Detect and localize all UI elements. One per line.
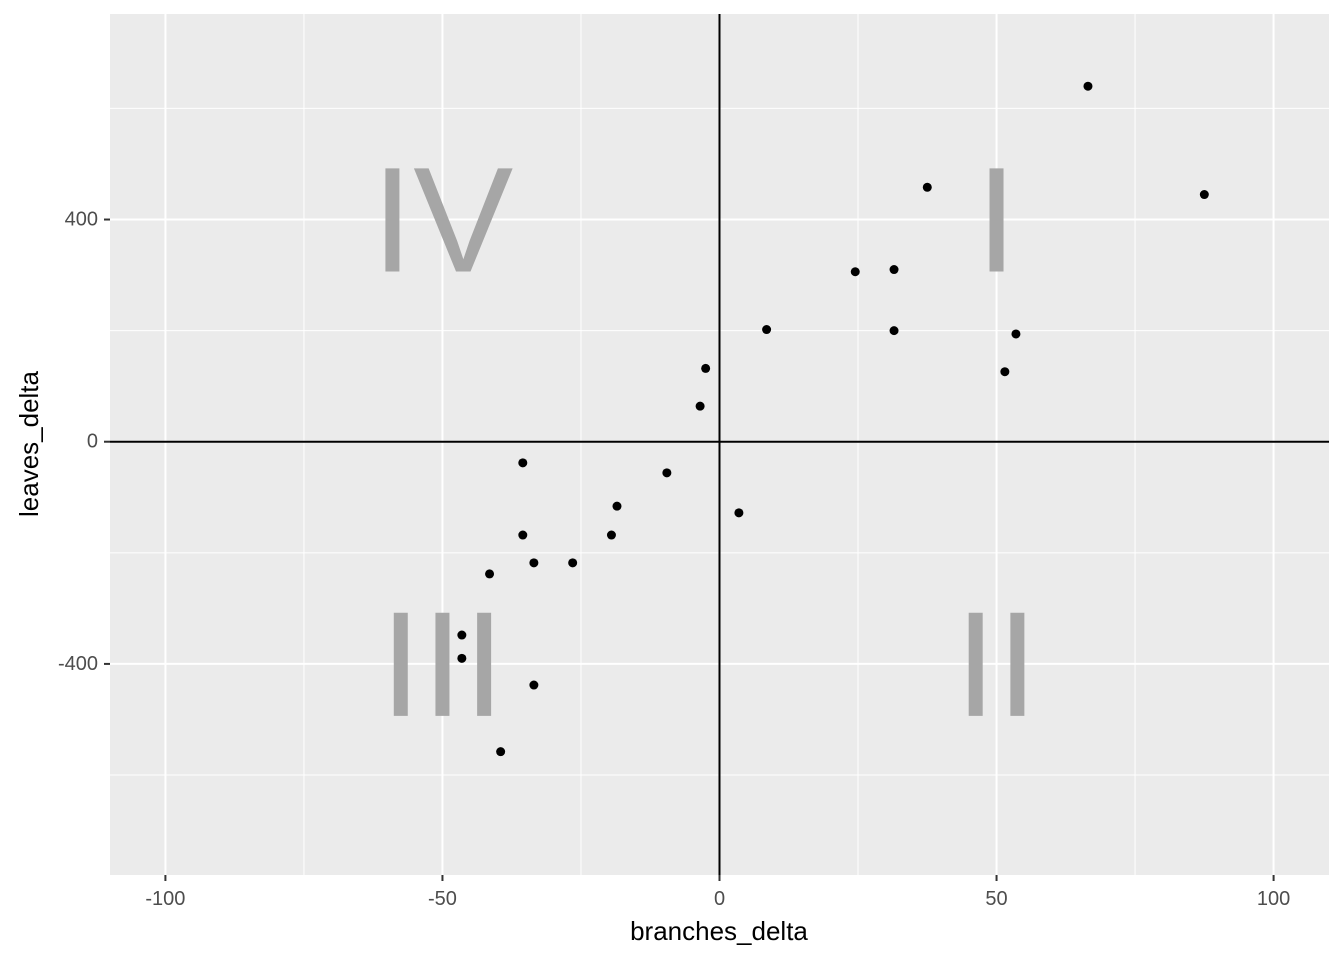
- data-point: [1083, 81, 1093, 91]
- x-tick-label: 0: [714, 888, 725, 910]
- data-point: [889, 265, 899, 275]
- data-point: [701, 363, 711, 373]
- data-point: [457, 630, 467, 640]
- data-point: [850, 267, 860, 277]
- data-points: [457, 81, 1209, 757]
- data-point: [1000, 367, 1010, 377]
- data-point: [922, 182, 932, 192]
- data-point: [457, 653, 467, 663]
- data-point: [662, 468, 672, 478]
- data-point: [518, 458, 528, 468]
- x-tick-label: -50: [428, 888, 457, 910]
- data-point: [1199, 190, 1209, 200]
- quadrant-label: II: [955, 580, 1038, 748]
- quadrant-label: III: [380, 580, 505, 748]
- quadrant-label: IV: [372, 136, 514, 304]
- y-tick-label: 400: [65, 209, 98, 231]
- data-point: [485, 569, 495, 579]
- data-point: [695, 401, 705, 411]
- reference-lines: [110, 14, 1329, 875]
- data-point: [606, 530, 616, 540]
- data-point: [529, 558, 539, 568]
- data-point: [1011, 329, 1021, 339]
- x-tick-label: -100: [145, 888, 185, 910]
- data-point: [889, 326, 899, 336]
- data-point: [518, 530, 528, 540]
- data-point: [568, 558, 578, 568]
- data-point: [529, 680, 539, 690]
- y-tick-label: 0: [87, 431, 98, 453]
- data-point: [496, 747, 506, 757]
- data-point: [612, 501, 622, 511]
- y-axis-ticks: -400 0 400: [58, 209, 110, 675]
- quadrant-label: I: [976, 136, 1018, 304]
- x-tick-label: 100: [1257, 888, 1290, 910]
- data-point: [762, 325, 772, 335]
- y-axis-title: leaves_delta: [14, 370, 44, 517]
- x-tick-label: 50: [985, 888, 1007, 910]
- x-axis-title: branches_delta: [630, 916, 808, 946]
- x-axis-ticks: -100 -50 0 50 100: [145, 875, 1290, 910]
- data-point: [734, 508, 744, 518]
- y-tick-label: -400: [58, 653, 98, 675]
